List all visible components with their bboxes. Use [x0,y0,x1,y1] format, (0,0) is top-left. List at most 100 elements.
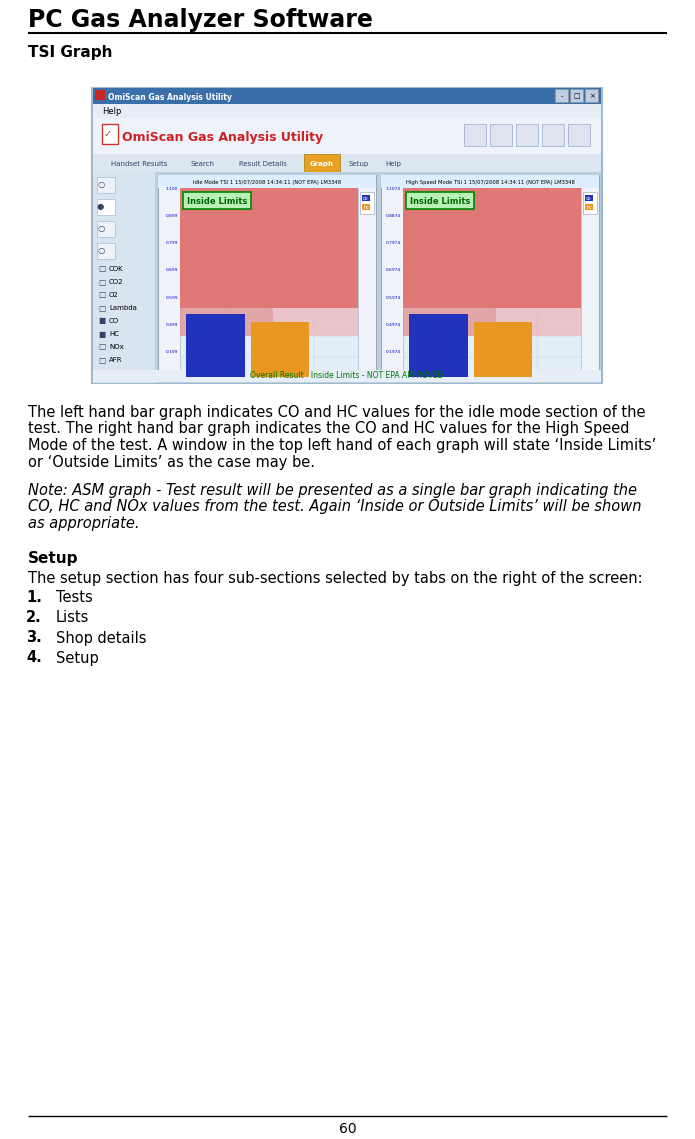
Text: 0.6974: 0.6974 [386,269,401,272]
Text: Search: Search [190,161,214,167]
Bar [93,118,601,154]
Text: Idle Mode TSI 1 15/07/2008 14:34:11 (NOT EPA) LM3348: Idle Mode TSI 1 15/07/2008 14:34:11 (NOT… [193,180,341,185]
Text: High Speed Mode TSI 1 15/07/2008 14:34:11 (NOT EPA) LM3348: High Speed Mode TSI 1 15/07/2008 14:34:1… [406,180,575,185]
Text: TSI Graph: TSI Graph [28,46,113,60]
Text: Inside Limits: Inside Limits [410,197,471,206]
Text: □: □ [98,264,105,273]
Text: ■: ■ [98,317,105,326]
Text: NOx: NOx [109,344,124,350]
Bar [97,199,115,215]
Text: Lambda: Lambda [109,305,137,311]
Bar [403,308,581,336]
Bar [583,192,597,214]
Bar [93,172,155,383]
Text: Shop details: Shop details [56,631,147,646]
Bar [381,175,599,188]
Text: Note: ASM graph - Test result will be presented as a single bar graph indicating: Note: ASM graph - Test result will be pr… [28,483,637,498]
Bar [158,175,376,380]
Bar [93,88,601,104]
Text: □: □ [98,303,105,312]
Text: as appropriate.: as appropriate. [28,516,140,531]
Bar [251,322,309,377]
Bar [542,124,564,146]
Bar [570,89,583,103]
Bar [180,188,358,308]
Text: ■: ■ [98,329,105,338]
Text: 2.: 2. [26,611,42,625]
Bar [97,243,115,259]
Bar [403,188,581,378]
Bar [180,308,272,336]
Text: ○: ○ [97,246,104,255]
Text: Graph: Graph [310,161,334,167]
Text: □: □ [98,290,105,300]
Bar [585,195,593,200]
Text: Inside Limits: Inside Limits [187,197,247,206]
Text: CO, HC and NOx values from the test. Again ‘Inside or Outside Limits’ will be sh: CO, HC and NOx values from the test. Aga… [28,500,641,515]
Text: 1.100: 1.100 [165,187,178,191]
Bar [585,204,593,210]
Text: PC Gas Analyzer Software: PC Gas Analyzer Software [28,8,373,32]
Text: Tests: Tests [56,590,92,606]
Text: 0.699: 0.699 [165,269,178,272]
Text: HC: HC [109,331,119,337]
Text: 60: 60 [338,1122,357,1136]
Text: □: □ [573,93,580,99]
Text: CO: CO [109,318,119,323]
Bar [158,175,376,188]
Text: Handset Results: Handset Results [111,161,167,167]
Text: ○: ○ [97,180,104,189]
Text: 0.8874: 0.8874 [386,214,401,219]
Text: 0.7974: 0.7974 [386,241,401,245]
Bar [568,124,590,146]
Text: Overall Result   Inside Limits - NOT EPA APPROVED: Overall Result Inside Limits - NOT EPA A… [250,371,443,380]
Bar [186,314,245,377]
Text: or ‘Outside Limits’ as the case may be.: or ‘Outside Limits’ as the case may be. [28,454,315,469]
Text: Mode of the test. A window in the top left hand of each graph will state ‘Inside: Mode of the test. A window in the top le… [28,439,656,453]
Text: ●: ● [97,203,104,212]
Text: The left hand bar graph indicates CO and HC values for the idle mode section of : The left hand bar graph indicates CO and… [28,405,646,420]
Bar [403,188,581,308]
Bar [406,192,474,208]
Text: The setup section has four sub-sections selected by tabs on the right of the scr: The setup section has four sub-sections … [28,571,643,585]
Bar [93,370,601,382]
Bar [102,124,118,144]
Text: hc: hc [586,205,592,210]
Bar [304,154,340,172]
Text: O2: O2 [109,292,119,298]
Bar [490,124,512,146]
Text: Help: Help [102,107,122,116]
Text: COK: COK [109,267,124,272]
Bar [464,124,486,146]
Text: Setup: Setup [28,550,79,565]
Bar [95,90,105,100]
Text: co: co [586,196,592,200]
Text: test. The right hand bar graph indicates the CO and HC values for the High Speed: test. The right hand bar graph indicates… [28,421,630,436]
Bar [360,192,374,214]
Bar [585,89,598,103]
Bar [93,172,601,383]
Bar [180,188,358,378]
Text: Setup: Setup [56,650,99,665]
Text: co: co [363,196,369,200]
Text: Setup: Setup [349,161,369,167]
Bar [516,124,538,146]
Bar [403,308,496,336]
Text: 0.499: 0.499 [165,322,178,327]
Text: □: □ [98,343,105,352]
Text: 1.: 1. [26,590,42,606]
Bar [474,322,532,377]
Text: 0.599: 0.599 [165,296,178,300]
Text: hc: hc [363,205,369,210]
Bar [97,221,115,237]
Bar [362,195,370,200]
Bar [180,308,358,336]
Text: OmiScan Gas Analysis Utility: OmiScan Gas Analysis Utility [122,131,323,145]
Text: OmiScan Gas Analysis Utility: OmiScan Gas Analysis Utility [108,92,232,101]
Text: CO2: CO2 [109,279,124,285]
Text: 0.5974: 0.5974 [386,296,401,300]
Text: AFR: AFR [109,357,122,363]
Text: ×: × [589,93,594,99]
Text: 0.799: 0.799 [165,241,178,245]
Text: □: □ [98,355,105,364]
